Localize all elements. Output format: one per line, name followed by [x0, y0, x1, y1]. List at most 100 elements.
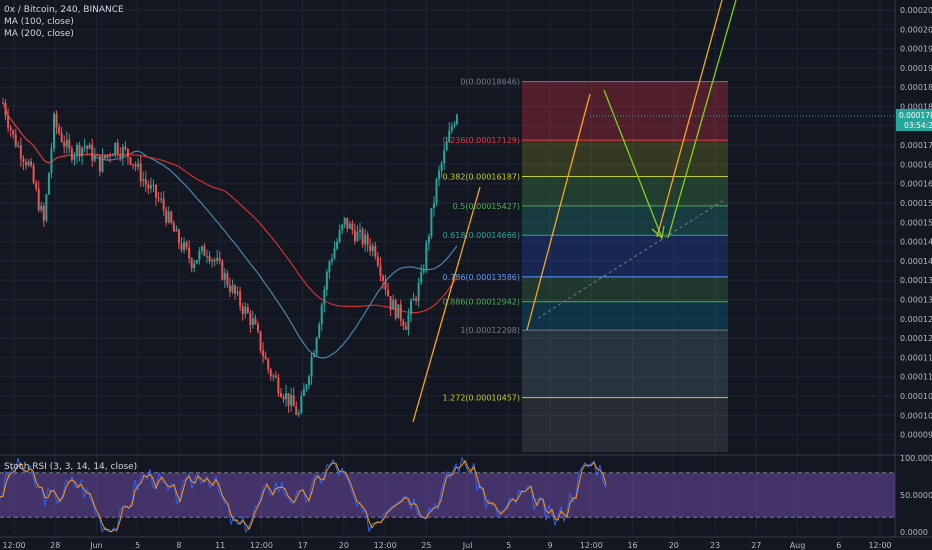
orange-projection-line: [656, 0, 723, 238]
candle-body: [272, 375, 275, 377]
candle-body: [200, 246, 203, 251]
candle-body: [394, 300, 397, 319]
candle-body: [70, 148, 73, 160]
candle-body: [381, 275, 384, 281]
candle-body: [279, 393, 282, 397]
candle-body: [104, 155, 106, 159]
candle-body: [374, 245, 377, 257]
stoch-d-line: [0, 459, 607, 533]
candle-body: [402, 320, 405, 327]
candle-body: [53, 114, 55, 149]
candle-body: [203, 246, 206, 257]
symbol-legend[interactable]: 0x / Bitcoin, 240, BINANCE: [4, 5, 124, 15]
candle-body: [287, 393, 290, 406]
price-tick-label: 0.00012500: [900, 315, 932, 324]
candle-body: [183, 242, 186, 251]
candle-body: [333, 248, 336, 259]
candle-body: [259, 331, 262, 351]
price-tick-label: 0.00009500: [900, 431, 932, 440]
chart-grid: [0, 0, 895, 535]
candle-body: [4, 102, 7, 116]
candle-body: [228, 285, 231, 292]
last-price-value: 0.00017874: [899, 111, 932, 120]
time-tick-label: 12:00: [580, 541, 603, 550]
candle-body: [218, 258, 221, 261]
trend-arrows[interactable]: [412, 0, 737, 423]
candle-body: [430, 208, 433, 237]
time-axis[interactable]: 12:00 28 Jun 5 8 11 12:00 17 20 12:00 25 Jul 5 9 12:00…: [0, 536, 932, 550]
stoch-band: [0, 472, 895, 518]
price-tick-label: 0.00017000: [900, 141, 932, 150]
candle-body: [290, 395, 293, 406]
candle-body: [285, 393, 288, 400]
time-tick-label: 28: [50, 541, 60, 550]
candle-body: [172, 223, 175, 232]
fib-level-label: 0.236(0.00017129): [443, 136, 521, 145]
candle-body: [45, 194, 48, 221]
candle-body: [379, 265, 382, 276]
candle-body: [185, 242, 188, 248]
candle-body: [208, 255, 211, 262]
candle-body: [73, 155, 76, 160]
candle-body: [236, 291, 239, 294]
candle-body: [415, 298, 418, 301]
candle-body: [114, 142, 117, 155]
candle-body: [356, 231, 359, 241]
candle-body: [119, 153, 122, 158]
fib-level-label: 0.618(0.00014666): [443, 231, 521, 240]
time-tick-label: 6: [836, 541, 841, 550]
price-tick-label: 0.00018000: [900, 103, 932, 112]
price-tick-label: 0.00015500: [900, 199, 932, 208]
candle-body: [336, 241, 339, 249]
candle-body: [165, 209, 168, 223]
candle-body: [392, 300, 395, 310]
candle-body: [308, 376, 310, 385]
candle-body: [60, 133, 63, 142]
orange-projection-line: [526, 93, 591, 331]
candle-body: [384, 280, 387, 290]
candle-body: [234, 285, 237, 294]
candle-body: [313, 352, 316, 357]
candle-body: [264, 356, 267, 360]
candle-body: [111, 154, 114, 157]
candle-body: [257, 324, 259, 332]
candle-body: [129, 157, 132, 164]
fib-zone-band: [522, 140, 728, 177]
candle-body: [47, 172, 50, 195]
ma200-legend[interactable]: MA (200, close): [4, 29, 74, 39]
fib-level-label: 0.786(0.00013586): [443, 273, 521, 282]
fib-zone-band: [522, 276, 728, 302]
candle-body: [353, 230, 356, 241]
candle-body: [359, 229, 361, 232]
candle-body: [139, 163, 142, 182]
price-tick-label: 0.00014500: [900, 238, 932, 247]
bar-countdown: 03:54:27: [904, 121, 932, 130]
stoch-rsi-legend[interactable]: Stoch RSI (3, 3, 14, 14, close): [4, 462, 138, 472]
candle-body: [450, 126, 453, 131]
candle-body: [63, 141, 66, 147]
time-tick-label: 16: [627, 541, 637, 550]
stoch-tick-label: 0.0000: [900, 528, 928, 537]
candle-body: [438, 170, 441, 180]
candle-body: [417, 282, 420, 301]
candle-body: [78, 144, 81, 157]
candle-body: [40, 205, 43, 211]
candle-body: [213, 259, 216, 262]
candle-body: [254, 318, 257, 325]
candle-body: [448, 130, 451, 142]
fib-zone-band: [522, 330, 728, 398]
candle-body: [323, 289, 326, 305]
candle-body: [32, 165, 35, 183]
candle-body: [346, 217, 349, 229]
price-tick-label: 0.00010500: [900, 392, 932, 401]
candle-body: [341, 224, 344, 231]
time-tick-label: 27: [751, 541, 761, 550]
time-tick-label: 11: [215, 541, 225, 550]
ma100-legend[interactable]: MA (100, close): [4, 17, 74, 27]
price-tick-label: 0.00013500: [900, 276, 932, 285]
time-tick-label: 9: [548, 541, 553, 550]
candle-body: [399, 304, 402, 321]
price-axis[interactable]: 0.00020500 0.00020000 0.00019500 0.00019000…: [590, 0, 932, 537]
fibonacci-retracement[interactable]: 0(0.00018646) 0.236(0.00017129) 0.382(0.00…: [443, 78, 729, 452]
